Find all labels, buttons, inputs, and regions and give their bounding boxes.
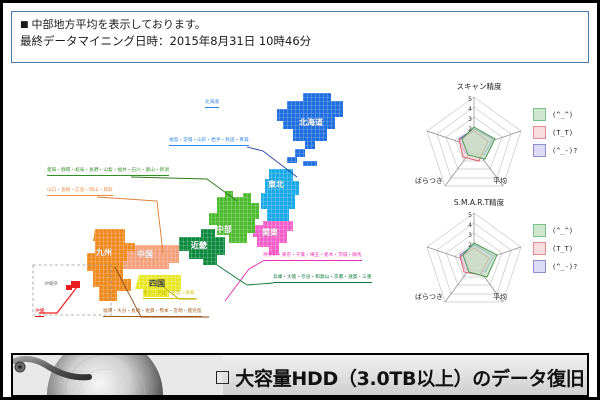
legend-label-sad: (T_T) [552,128,574,137]
okinawa-inset-frame [32,264,112,316]
pref-caption-chubu: 愛知・静岡・岐阜・長野・山梨・福井・石川・富山・新潟 [47,168,170,176]
svg-text:4: 4 [468,222,472,229]
map-region-tohoku[interactable] [261,169,299,221]
map-label-shikoku: 四国 [149,279,165,288]
svg-text:2: 2 [468,242,472,249]
map-label-chugoku: 中国 [137,250,153,259]
notice-line-region-average: ■ 中部地方平均を表示しております。 [20,17,580,33]
svg-text:5: 5 [468,212,472,219]
banner-headline-text: 大容量HDD（3.0TB以上）のデータ復旧 [235,367,585,390]
radar1-axis-label-average: 平均 [493,177,507,185]
map-label-kinki: 近畿 [191,241,207,250]
banner-headline: □ 大容量HDD（3.0TB以上）のデータ復旧 [214,361,585,393]
pref-caption-kanto: 神奈川・東京・千葉・埼玉・栃木・茨城・群馬 [263,253,362,261]
legend-item-wink: (^_-)? [533,143,577,158]
legend-swatch-happy-icon [533,108,546,121]
pref-caption-tohoku: 福島・宮城・山形・岩手・秋田・青森 [169,138,249,146]
okinawa-leader-line [39,286,78,314]
map-region-hokkaido[interactable] [277,93,343,166]
map-region-chubu[interactable] [209,191,259,243]
pref-caption-shikoku: 香川・愛媛・徳島・高知 [143,291,195,299]
radar2-axis-label-average: 平均 [493,293,507,301]
radar2-svg: 5 4 3 2 [426,212,522,303]
svg-text:4: 4 [468,106,472,113]
japan-map-svg [32,93,343,318]
svg-text:3: 3 [468,116,472,123]
legend-item-sad: (T_T) [533,125,577,140]
pref-caption-hokkaido: 北海道 [205,100,220,108]
map-label-hokkaido: 北海道 [299,118,323,127]
map-leader-lines [96,146,298,318]
radar2-title: S.M.A.R.T精度 [453,198,505,207]
square-bullet-icon: ■ [20,20,29,30]
radar2-series-happy [462,242,498,278]
radar-chart-smart-accuracy: S.M.A.R.T精度 [409,197,587,315]
radar2-legend: (^_^) (T_T) (^_-)? [533,223,577,277]
legend-label-happy: (^_^) [552,226,574,235]
pref-caption-kyushu: 福岡・大分・長崎・佐賀・熊本・宮崎・鹿児島 [103,309,202,317]
radar1-svg: 5 4 3 2 [426,96,522,187]
map-label-okinawa-inset: 沖縄県 [44,282,58,287]
legend-swatch-sad-icon [533,126,546,139]
japan-region-map[interactable]: 福島・宮城・山形・岩手・秋田・青森 愛知・静岡・岐阜・長野・山梨・福井・石川・富… [11,69,411,345]
legend-swatch-happy-icon [533,224,546,237]
hdd-platter-image [13,355,223,395]
map-label-okinawa: 沖縄 [35,309,45,317]
legend-item-sad: (T_T) [533,241,577,256]
radar-chart-scan-accuracy: スキャン精度 [409,81,587,199]
svg-text:5: 5 [468,96,472,103]
pref-caption-kinki: 兵庫・大阪・奈良・和歌山・京都・滋賀・三重 [273,275,372,283]
map-region-shikoku[interactable] [135,275,181,297]
svg-text:2: 2 [468,126,472,133]
legend-item-happy: (^_^) [533,107,577,122]
svg-text:3: 3 [468,232,472,239]
bottom-promo-banner[interactable]: □ 大容量HDD（3.0TB以上）のデータ復旧 [11,353,589,397]
legend-swatch-sad-icon [533,242,546,255]
map-label-kanto: 関東 [262,228,278,237]
legend-label-sad: (T_T) [552,244,574,253]
map-label-tohoku: 東北 [268,180,284,189]
legend-swatch-wink-icon [533,260,546,273]
radar1-series-happy [461,126,496,160]
map-region-okinawa[interactable] [66,281,80,290]
map-region-kanto[interactable] [253,221,293,255]
banner-square-bullet-icon: □ [214,367,231,387]
legend-label-wink: (^_-)? [552,146,578,155]
legend-label-wink: (^_-)? [552,262,578,271]
legend-label-happy: (^_^) [552,110,574,119]
radar1-axis-label-variance: ばらつき [415,177,443,185]
legend-item-happy: (^_^) [533,223,577,238]
map-region-kinki[interactable] [179,229,225,265]
map-label-chubu: 中部 [216,225,232,234]
radar1-legend: (^_^) (T_T) (^_-)? [533,107,577,161]
dashboard-canvas: 福島・宮城・山形・岩手・秋田・青森 愛知・静岡・岐阜・長野・山梨・福井・石川・富… [11,69,589,345]
radar1-title: スキャン精度 [456,82,502,91]
status-notice-panel: ■ 中部地方平均を表示しております。 最終データマイニング日時：2015年8月31… [11,11,589,63]
notice-region-text: 中部地方平均を表示しております。 [31,18,206,31]
map-label-kyushu: 九州 [96,248,112,257]
legend-swatch-wink-icon [533,144,546,157]
radar2-axis-label-variance: ばらつき [415,293,443,301]
pref-caption-chugoku: 山口・島根・広島・岡山・鳥取 [47,188,113,196]
notice-line-last-mining: 最終データマイニング日時：2015年8月31日 10時46分 [20,34,312,48]
legend-item-wink: (^_-)? [533,259,577,274]
